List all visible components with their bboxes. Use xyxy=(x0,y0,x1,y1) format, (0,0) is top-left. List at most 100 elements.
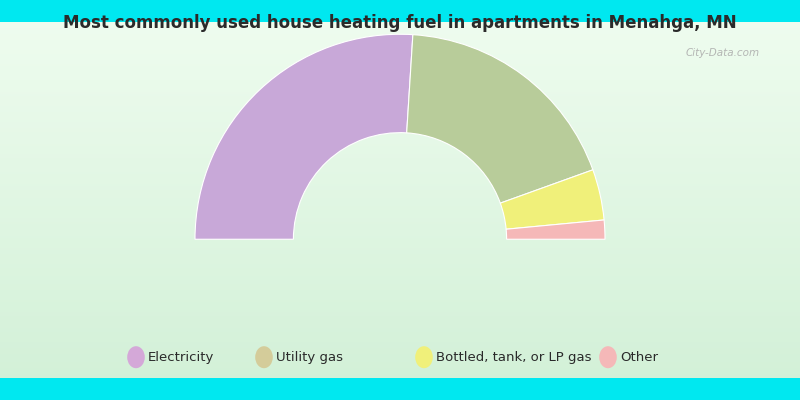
Bar xyxy=(0,142,800,144)
Bar xyxy=(0,366,800,368)
Bar xyxy=(0,322,800,324)
Bar xyxy=(0,334,800,336)
Bar xyxy=(0,346,800,348)
Bar xyxy=(0,340,800,342)
Bar xyxy=(0,164,800,166)
Bar xyxy=(0,22,800,24)
Bar xyxy=(0,190,800,192)
Bar xyxy=(0,176,800,178)
Bar xyxy=(0,150,800,152)
Bar xyxy=(0,24,800,26)
Bar xyxy=(0,284,800,286)
Bar xyxy=(0,70,800,72)
Bar xyxy=(0,274,800,276)
Bar xyxy=(0,240,800,242)
Bar xyxy=(0,344,800,346)
Bar xyxy=(0,102,800,104)
Bar xyxy=(0,194,800,196)
Bar xyxy=(0,38,800,40)
Bar xyxy=(0,214,800,216)
Bar xyxy=(0,316,800,318)
Bar xyxy=(0,228,800,230)
Bar xyxy=(0,124,800,126)
Bar xyxy=(0,336,800,338)
Bar xyxy=(0,398,800,400)
Bar xyxy=(0,236,800,238)
Text: City-Data.com: City-Data.com xyxy=(686,48,760,58)
Bar xyxy=(0,254,800,256)
Bar xyxy=(0,342,800,344)
Bar xyxy=(0,168,800,170)
Bar xyxy=(0,252,800,254)
Bar xyxy=(0,370,800,372)
Bar xyxy=(0,358,800,360)
Bar xyxy=(0,88,800,90)
Bar xyxy=(0,226,800,228)
Bar xyxy=(0,318,800,320)
Bar xyxy=(0,112,800,114)
Bar xyxy=(0,0,800,22)
Bar xyxy=(0,256,800,258)
Bar xyxy=(0,304,800,306)
Bar xyxy=(0,132,800,134)
Bar xyxy=(0,350,800,352)
Bar xyxy=(0,40,800,42)
Wedge shape xyxy=(195,34,413,239)
Bar xyxy=(0,394,800,396)
Bar xyxy=(0,42,800,44)
Bar xyxy=(0,396,800,398)
Bar xyxy=(0,248,800,250)
Bar xyxy=(0,90,800,92)
Bar xyxy=(0,272,800,274)
Bar xyxy=(0,312,800,314)
Bar xyxy=(0,184,800,186)
Bar xyxy=(0,302,800,304)
Bar xyxy=(0,208,800,210)
Bar xyxy=(0,292,800,294)
Bar xyxy=(0,288,800,290)
Bar xyxy=(0,362,800,364)
Bar xyxy=(0,0,800,2)
Bar xyxy=(0,178,800,180)
Bar xyxy=(0,28,800,30)
Bar xyxy=(0,68,800,70)
Bar xyxy=(0,126,800,128)
Bar xyxy=(0,320,800,322)
Bar xyxy=(0,156,800,158)
Bar xyxy=(0,348,800,350)
Bar xyxy=(0,258,800,260)
Bar xyxy=(0,60,800,62)
Wedge shape xyxy=(500,170,604,229)
Bar xyxy=(0,282,800,284)
Bar xyxy=(0,62,800,64)
Bar xyxy=(0,202,800,204)
Bar xyxy=(0,76,800,78)
Bar xyxy=(0,298,800,300)
Bar xyxy=(0,58,800,60)
Bar xyxy=(0,206,800,208)
Bar xyxy=(0,12,800,14)
Bar xyxy=(0,170,800,172)
Bar xyxy=(0,154,800,156)
Bar xyxy=(0,234,800,236)
Text: Electricity: Electricity xyxy=(148,351,214,364)
Bar xyxy=(0,310,800,312)
Bar xyxy=(0,98,800,100)
Bar xyxy=(0,186,800,188)
Bar xyxy=(0,74,800,76)
Bar xyxy=(0,218,800,220)
Bar xyxy=(0,352,800,354)
Bar xyxy=(0,356,800,358)
Bar xyxy=(0,180,800,182)
Bar xyxy=(0,326,800,328)
Bar xyxy=(0,110,800,112)
Bar xyxy=(0,136,800,138)
Bar xyxy=(0,144,800,146)
Bar xyxy=(0,50,800,52)
Bar xyxy=(0,148,800,150)
Bar xyxy=(0,64,800,66)
Bar xyxy=(0,246,800,248)
Bar xyxy=(0,20,800,22)
Bar xyxy=(0,160,800,162)
Bar xyxy=(0,364,800,366)
